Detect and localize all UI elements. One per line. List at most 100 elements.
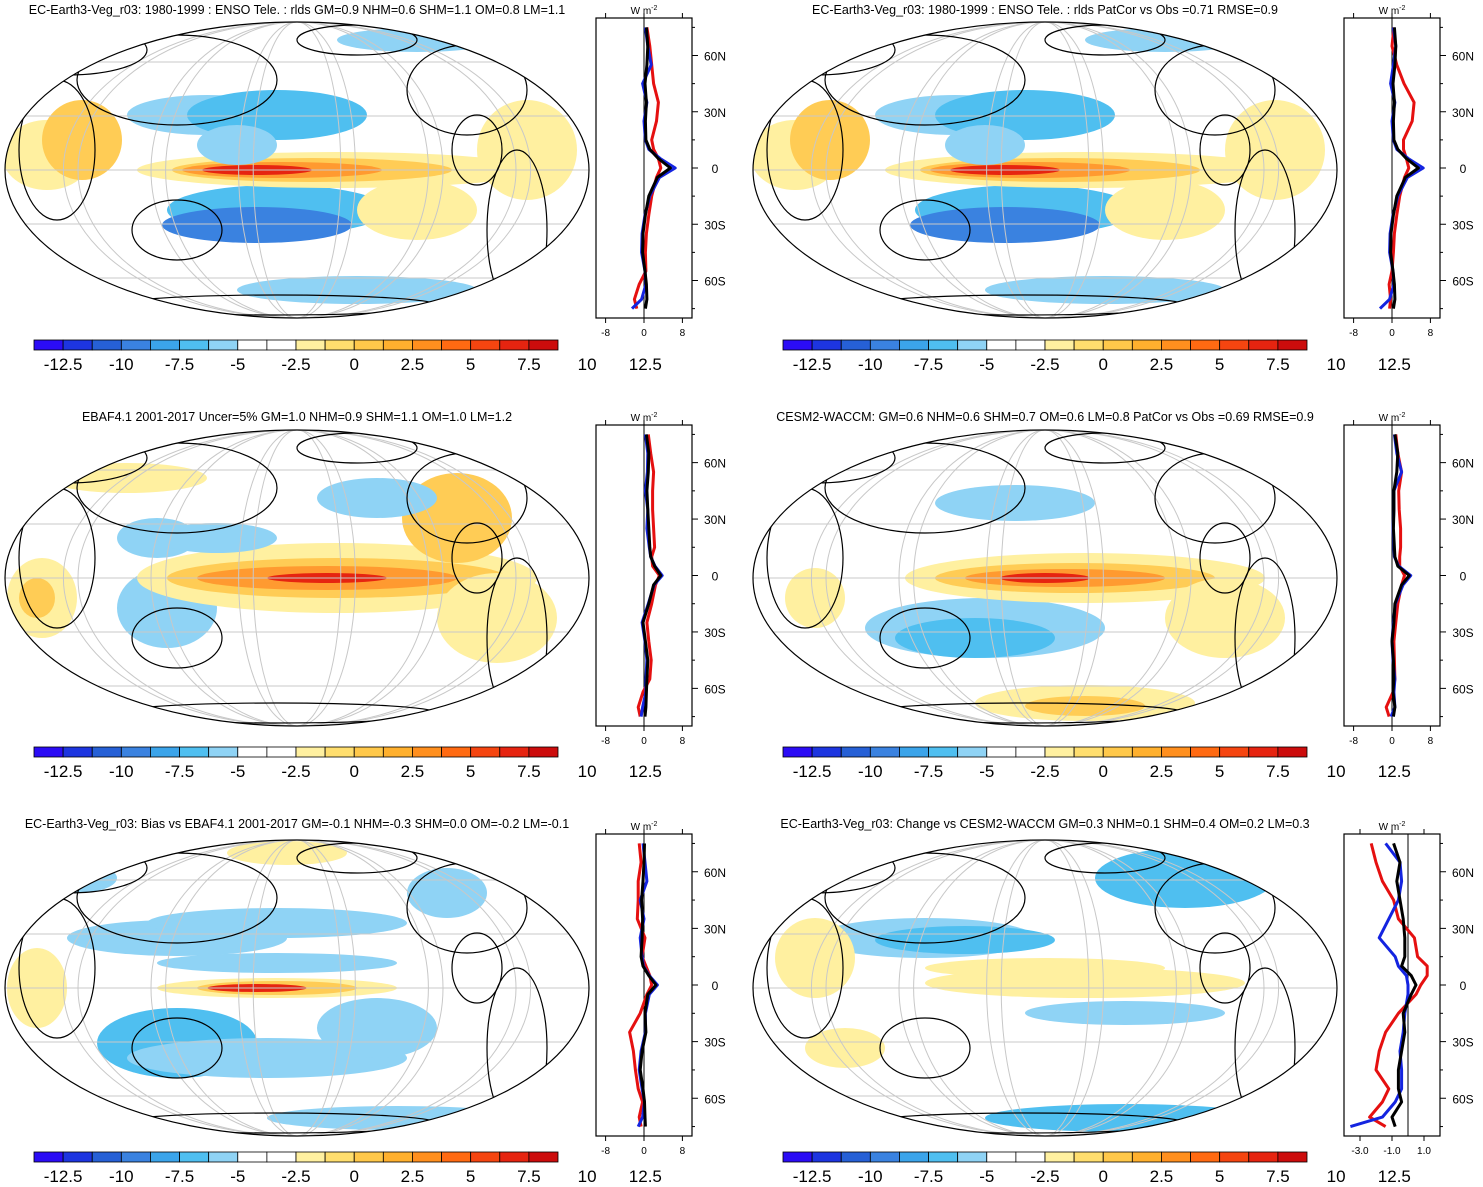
colorbar-tick-label: 10 [1327, 762, 1346, 781]
colorbar-tick-label: 5 [1215, 355, 1224, 374]
colorbar-swatch [1044, 1151, 1075, 1163]
longitude-line [252, 430, 342, 726]
colorbar-swatch [470, 1151, 501, 1163]
anomaly-region [785, 568, 845, 628]
colorbar-tick-label: -2.5 [1030, 355, 1059, 374]
colorbar-swatch [1248, 1151, 1279, 1163]
colorbar-tick-label: -2.5 [1030, 762, 1059, 781]
colorbar-tick-label: 5 [1215, 1167, 1224, 1186]
colorbar-swatch [91, 1151, 122, 1163]
colorbar-swatch [470, 746, 501, 758]
colorbar-tick-label: -5 [979, 762, 994, 781]
colorbar-5: -12.5 -10 -7.5 -5 -2.5 0 2.5 5 7.5 10 12.5 [33, 1151, 662, 1186]
colorbar-swatch [782, 339, 813, 351]
colorbar-tick-label: 2.5 [1150, 1167, 1174, 1186]
colorbar-swatch [382, 746, 413, 758]
colorbar-swatch [499, 1151, 530, 1163]
colorbar-tick-label: -7.5 [914, 762, 943, 781]
panel-4: CESM2-WACCM: GM=0.6 NHM=0.6 SHM=0.7 OM=0… [752, 410, 1474, 781]
x-tick-label: 8 [680, 736, 686, 747]
colorbar-swatch [295, 746, 326, 758]
panel-1: EC-Earth3-Veg_r03: 1980-1999 : ENSO Tele… [4, 3, 726, 374]
colorbar-swatch [324, 746, 355, 758]
lat-tick-label: 30S [1452, 1036, 1473, 1050]
profile-6: W m-2 60N 30N 0 30S 60S -3.0 -1.0 1.0 [1343, 821, 1474, 1157]
colorbar-swatch [957, 1151, 988, 1163]
colorbar-6: -12.5 -10 -7.5 -5 -2.5 0 2.5 5 7.5 10 12.5 [782, 1151, 1411, 1186]
longitude-line [913, 430, 1177, 726]
colorbar-swatch [1277, 339, 1308, 351]
colorbar-tick-label: -2.5 [281, 762, 310, 781]
colorbar-swatch [1190, 746, 1221, 758]
anomaly-region [237, 276, 477, 304]
colorbar-swatch [179, 1151, 210, 1163]
colorbar-tick-label: -10 [858, 1167, 883, 1186]
colorbar-swatch [928, 746, 959, 758]
x-tick-label: 0 [641, 328, 647, 339]
colorbar-swatch [1073, 1151, 1104, 1163]
colorbar-swatch [1161, 746, 1191, 758]
colorbar-tick-label: -7.5 [914, 355, 943, 374]
lat-tick-label: 0 [1460, 979, 1467, 993]
map-field [5, 430, 589, 726]
colorbar-swatch [1190, 339, 1221, 351]
lat-tick-label: 0 [712, 570, 719, 584]
anomaly-region [935, 485, 1095, 521]
longitude-line [238, 840, 356, 1136]
colorbar-tick-label: 5 [466, 762, 475, 781]
lat-tick-label: 30N [1452, 513, 1474, 527]
lat-tick-label: 60N [1452, 866, 1474, 880]
colorbar-swatch [470, 339, 501, 351]
colorbar-swatch [1015, 746, 1046, 758]
anomaly-region [1025, 696, 1145, 716]
colorbar-swatch [412, 339, 442, 351]
colorbar-swatch [928, 339, 959, 351]
longitude-line [150, 840, 444, 1136]
colorbar-tick-label: -7.5 [165, 1167, 194, 1186]
colorbar-swatch [1102, 1151, 1133, 1163]
anomaly-region [895, 618, 1055, 658]
colorbar-3: -12.5 -10 -7.5 -5 -2.5 0 2.5 5 7.5 10 12.5 [33, 746, 662, 781]
colorbar-tick-label: 12.5 [1378, 355, 1411, 374]
anomaly-region [197, 125, 277, 165]
map-border [752, 429, 1338, 727]
units-label: W m-2 [1379, 821, 1406, 833]
longitude-line [898, 430, 1192, 726]
map-field [753, 22, 1337, 318]
coastline [131, 607, 223, 669]
anomaly-region [147, 908, 407, 938]
colorbar-swatch [499, 746, 530, 758]
coastline [753, 842, 896, 894]
units-label: W m-2 [1379, 5, 1406, 17]
colorbar-swatch [928, 1151, 959, 1163]
anomaly-region [477, 100, 577, 200]
colorbar-swatch [353, 746, 384, 758]
anomaly-region [317, 478, 437, 518]
map-4 [752, 429, 1338, 727]
x-tick-label: -8 [601, 328, 610, 339]
longitude-line [77, 22, 517, 318]
units-label: W m-2 [631, 5, 658, 17]
map-border [752, 21, 1338, 319]
anomaly-region [1105, 180, 1225, 240]
colorbar-swatch [1219, 1151, 1250, 1163]
colorbar-tick-label: -5 [230, 355, 245, 374]
colorbar-swatch [324, 1151, 355, 1163]
colorbar-swatch [208, 1151, 239, 1163]
map-1 [4, 21, 590, 319]
coastline [753, 432, 896, 484]
colorbar-swatch [441, 1151, 472, 1163]
colorbar-tick-label: -7.5 [914, 1167, 943, 1186]
colorbar-tick-label: 7.5 [517, 1167, 541, 1186]
longitude-line [986, 840, 1104, 1136]
x-tick-label: 0 [641, 736, 647, 747]
panel-2: EC-Earth3-Veg_r03: 1980-1999 : ENSO Tele… [752, 3, 1474, 374]
x-tick-label: -8 [1349, 736, 1358, 747]
longitude-line [165, 430, 429, 726]
colorbar-swatch [295, 339, 326, 351]
coastline [879, 607, 971, 669]
map-field [5, 22, 589, 318]
colorbar-swatch [1277, 1151, 1308, 1163]
anomaly-region [37, 863, 117, 893]
